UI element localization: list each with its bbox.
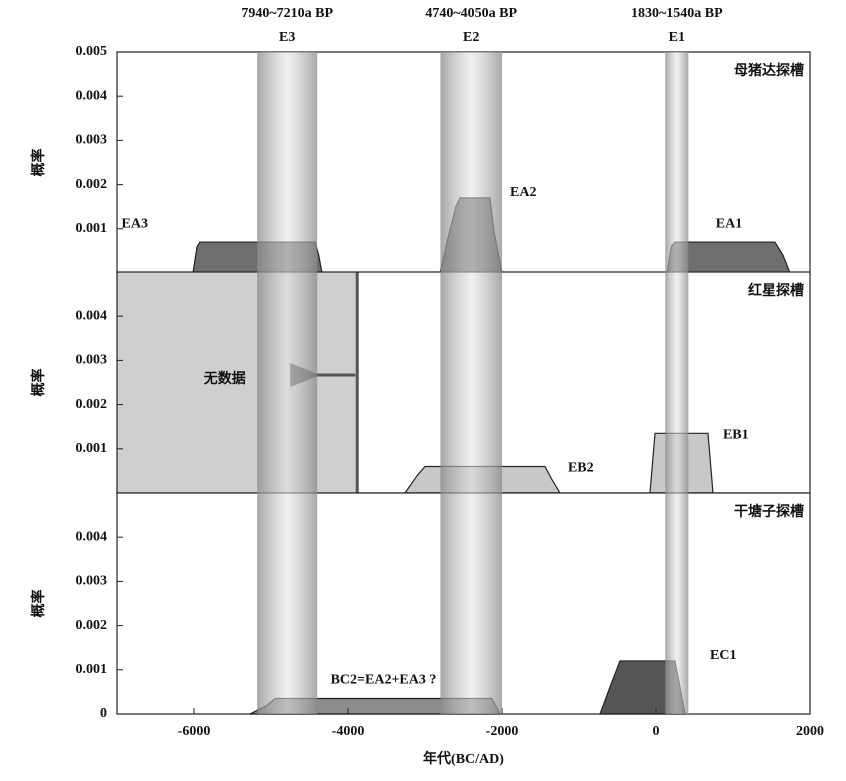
x-tick-label: -6000 <box>178 724 211 739</box>
panel-title: 红星探槽 <box>748 282 804 299</box>
band-range-label: 4740~4050a BP <box>425 6 517 21</box>
band-name: E1 <box>669 30 685 45</box>
event-band <box>665 52 689 714</box>
y-tick-label: 0.004 <box>76 308 108 323</box>
series-label: EB2 <box>568 461 594 476</box>
x-tick-label: 0 <box>653 724 660 739</box>
y-tick-label: 0.001 <box>76 662 108 677</box>
x-tick-label: 2000 <box>796 724 824 739</box>
y-tick-label: 0.002 <box>76 397 108 412</box>
x-tick-label: -4000 <box>332 724 365 739</box>
series-label: EB1 <box>723 428 749 443</box>
series-label: EA2 <box>510 185 536 200</box>
series-label: EA1 <box>716 216 742 231</box>
y-tick-label: 0.002 <box>76 618 108 633</box>
y-axis-label: 概率 <box>30 369 47 397</box>
y-axis-label: 概率 <box>30 149 47 177</box>
x-tick-label: -2000 <box>486 724 519 739</box>
event-band <box>257 52 318 714</box>
y-tick-label: 0.005 <box>76 44 108 59</box>
band-name: E2 <box>463 30 479 45</box>
y-tick-label: 0.004 <box>76 88 108 103</box>
series-label: EA3 <box>122 216 148 231</box>
y-tick-label: 0.001 <box>76 441 108 456</box>
y-tick-label: 0.003 <box>76 574 108 589</box>
y-tick-label: 0.001 <box>76 221 108 236</box>
y-tick-label: 0.002 <box>76 177 108 192</box>
band-name: E3 <box>279 30 295 45</box>
panel-title: 母猪达探槽 <box>734 62 804 79</box>
y-tick-label: 0 <box>100 706 107 721</box>
band-range-label: 7940~7210a BP <box>241 6 333 21</box>
panel-title: 干塘子探槽 <box>734 503 804 520</box>
no-data-label: 无数据 <box>203 370 246 387</box>
event-band <box>440 52 502 714</box>
y-tick-label: 0.003 <box>76 133 108 148</box>
band-range-label: 1830~1540a BP <box>631 6 723 21</box>
series-label: BC2=EA2+EA3 ? <box>331 673 437 688</box>
y-axis-label: 概率 <box>30 590 47 618</box>
x-axis-label: 年代(BC/AD) <box>423 750 504 767</box>
y-tick-label: 0.003 <box>76 353 108 368</box>
y-tick-label: 0.004 <box>76 529 108 544</box>
series-label: EC1 <box>710 648 736 663</box>
